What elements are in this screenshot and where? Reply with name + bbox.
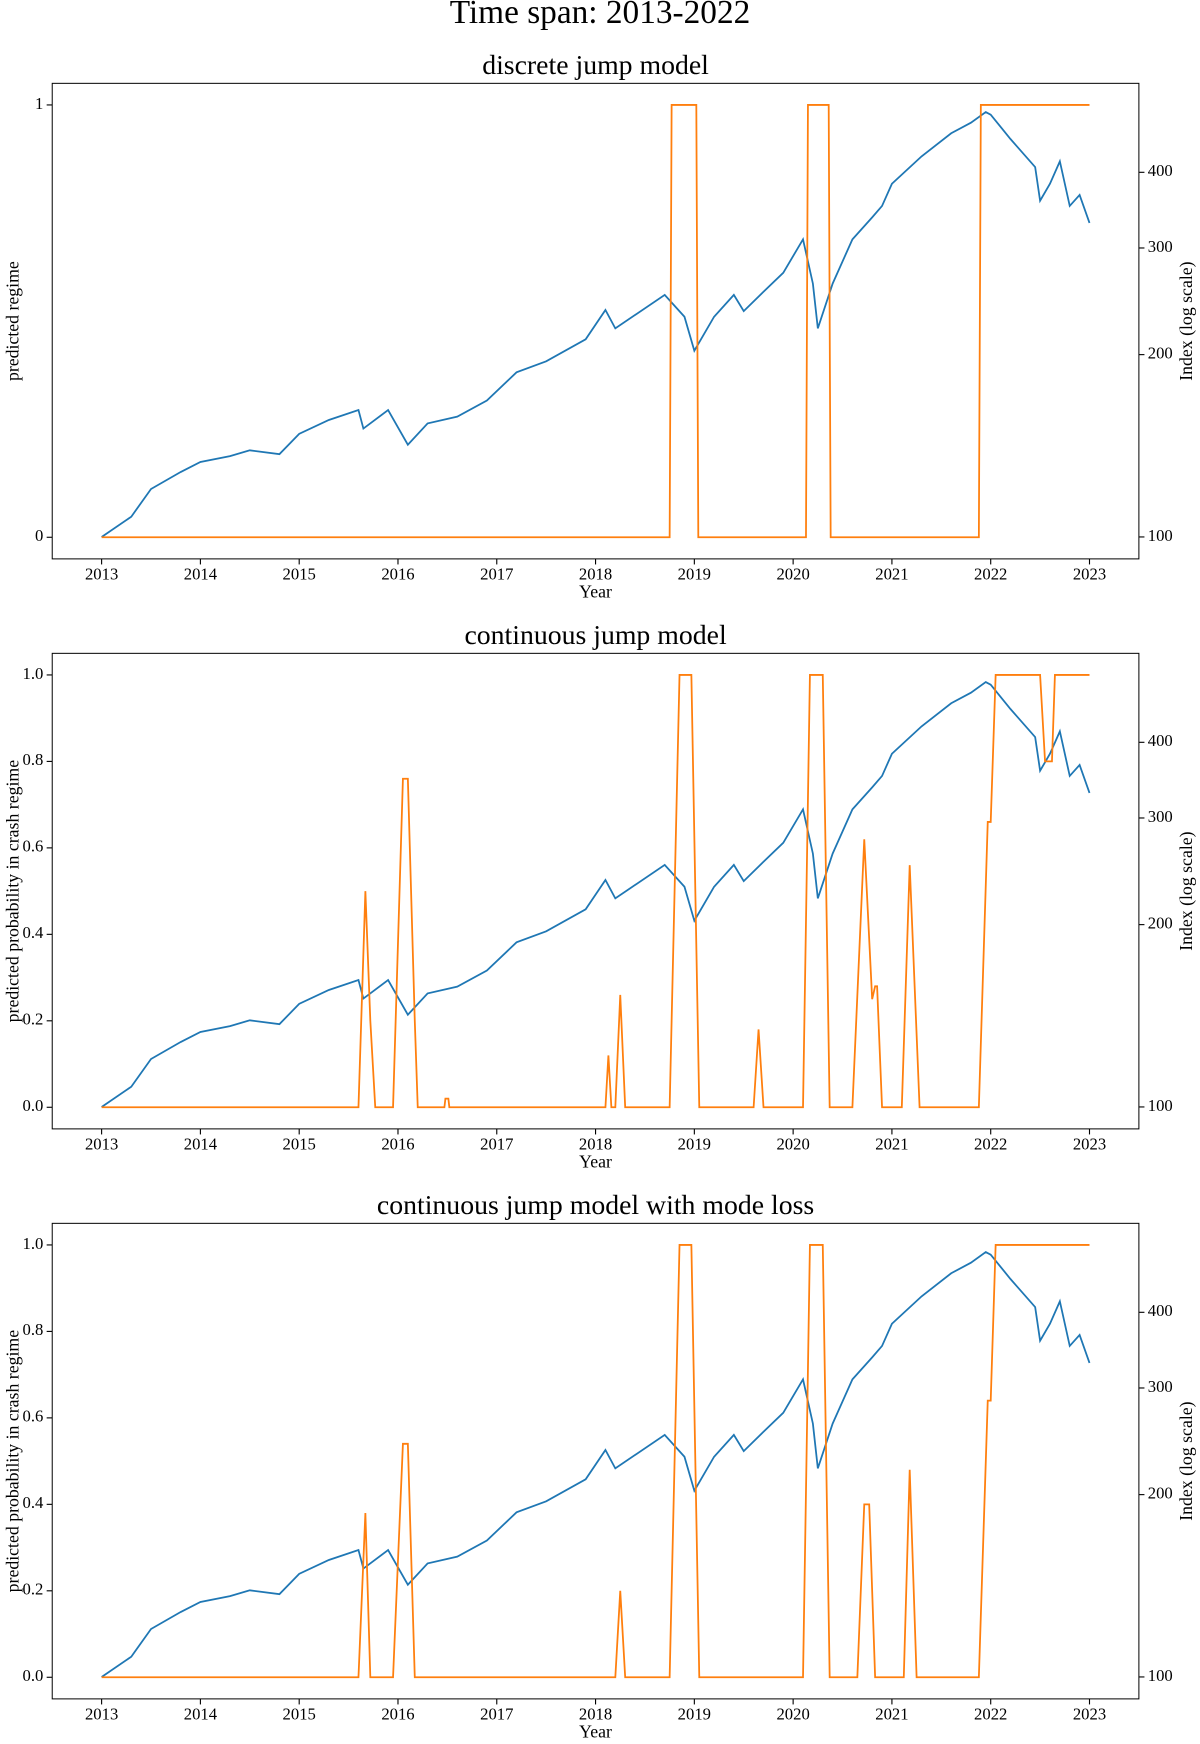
x-tick-label: 2021 [875, 564, 908, 583]
x-tick-label: 2017 [480, 564, 513, 583]
y2-axis-label: Index (log scale) [1176, 261, 1197, 380]
x-tick-label: 2023 [1073, 1704, 1106, 1723]
y2-tick-label: 200 [1148, 1483, 1173, 1502]
x-tick-label: 2015 [283, 1134, 316, 1153]
x-tick-label: 2019 [678, 1134, 711, 1153]
y-tick-label: 0.0 [23, 1096, 44, 1115]
series-line [101, 104, 1090, 539]
y-tick-label: 0.4 [23, 923, 44, 942]
y-tick-label: 0.2 [23, 1010, 44, 1029]
series-line [101, 1251, 1091, 1678]
y-axis-label: predicted probability in crash regime [3, 760, 23, 1023]
x-tick-label: 2013 [85, 1704, 118, 1723]
x-axis-label: Year [579, 581, 612, 601]
series-line [101, 1244, 1090, 1679]
y-axis-label: predicted regime [3, 261, 23, 381]
x-tick-label: 2022 [974, 564, 1007, 583]
x-tick-label: 2023 [1073, 1134, 1106, 1153]
y2-tick-label: 400 [1148, 1301, 1173, 1320]
y2-tick-label: 100 [1148, 1096, 1173, 1115]
y2-tick-label: 400 [1148, 731, 1173, 750]
y-tick-label: 0.6 [23, 837, 44, 856]
x-tick-label: 2018 [579, 1134, 612, 1153]
y2-tick-label: 200 [1148, 913, 1173, 932]
figure-title: Time span: 2013-2022 [450, 0, 751, 31]
x-tick-label: 2021 [875, 1134, 908, 1153]
series-line [101, 681, 1091, 1108]
x-tick-label: 2020 [776, 564, 809, 583]
x-tick-label: 2020 [776, 1704, 809, 1723]
series-line [101, 111, 1091, 538]
x-tick-label: 2023 [1073, 564, 1106, 583]
x-tick-label: 2014 [184, 1134, 218, 1153]
x-tick-label: 2016 [381, 1134, 414, 1153]
plot-frame [51, 82, 1140, 560]
plot-frame [51, 1222, 1140, 1700]
x-tick-label: 2013 [85, 1134, 118, 1153]
y2-axis-label: Index (log scale) [1176, 1401, 1197, 1520]
y-tick-label: 0.6 [23, 1407, 44, 1426]
y2-tick-label: 300 [1148, 807, 1173, 826]
y2-axis-label: Index (log scale) [1176, 831, 1197, 950]
y2-tick-label: 300 [1148, 237, 1173, 256]
x-tick-label: 2015 [283, 564, 316, 583]
x-tick-label: 2016 [381, 1704, 414, 1723]
x-tick-label: 2016 [381, 564, 414, 583]
y2-tick-label: 100 [1148, 526, 1173, 545]
y2-tick-label: 300 [1148, 1377, 1173, 1396]
x-axis-label: Year [579, 1151, 612, 1171]
x-tick-label: 2017 [480, 1134, 513, 1153]
chart-title: discrete jump model [482, 50, 709, 81]
y-tick-label: 1.0 [23, 664, 44, 683]
y2-tick-label: 400 [1148, 161, 1173, 180]
y-tick-label: 1.0 [23, 1234, 44, 1253]
x-axis-label: Year [579, 1721, 612, 1741]
x-tick-label: 2014 [184, 564, 218, 583]
x-tick-label: 2022 [974, 1134, 1007, 1153]
y-tick-label: 0.0 [23, 1666, 44, 1685]
y-tick-label: 0.2 [23, 1580, 44, 1599]
y-tick-label: 0.8 [23, 1320, 44, 1339]
chart-title: continuous jump model with mode loss [377, 1190, 814, 1221]
y-tick-label: 1 [35, 94, 43, 113]
y2-tick-label: 100 [1148, 1666, 1173, 1685]
y-tick-label: 0.4 [23, 1493, 44, 1512]
x-tick-label: 2013 [85, 564, 118, 583]
x-tick-label: 2021 [875, 1704, 908, 1723]
x-tick-label: 2019 [678, 564, 711, 583]
series-line [101, 674, 1090, 1109]
chart-title: continuous jump model [464, 620, 727, 651]
y2-tick-label: 200 [1148, 343, 1173, 362]
x-tick-label: 2015 [283, 1704, 316, 1723]
y-axis-label: predicted probability in crash regime [3, 1330, 23, 1593]
x-tick-label: 2018 [579, 564, 612, 583]
y-tick-label: 0.8 [23, 750, 44, 769]
plot-frame [51, 652, 1140, 1130]
y-tick-label: 0 [35, 526, 43, 545]
x-tick-label: 2018 [579, 1704, 612, 1723]
x-tick-label: 2019 [678, 1704, 711, 1723]
x-tick-label: 2020 [776, 1134, 809, 1153]
x-tick-label: 2022 [974, 1704, 1007, 1723]
x-tick-label: 2017 [480, 1704, 513, 1723]
x-tick-label: 2014 [184, 1704, 218, 1723]
